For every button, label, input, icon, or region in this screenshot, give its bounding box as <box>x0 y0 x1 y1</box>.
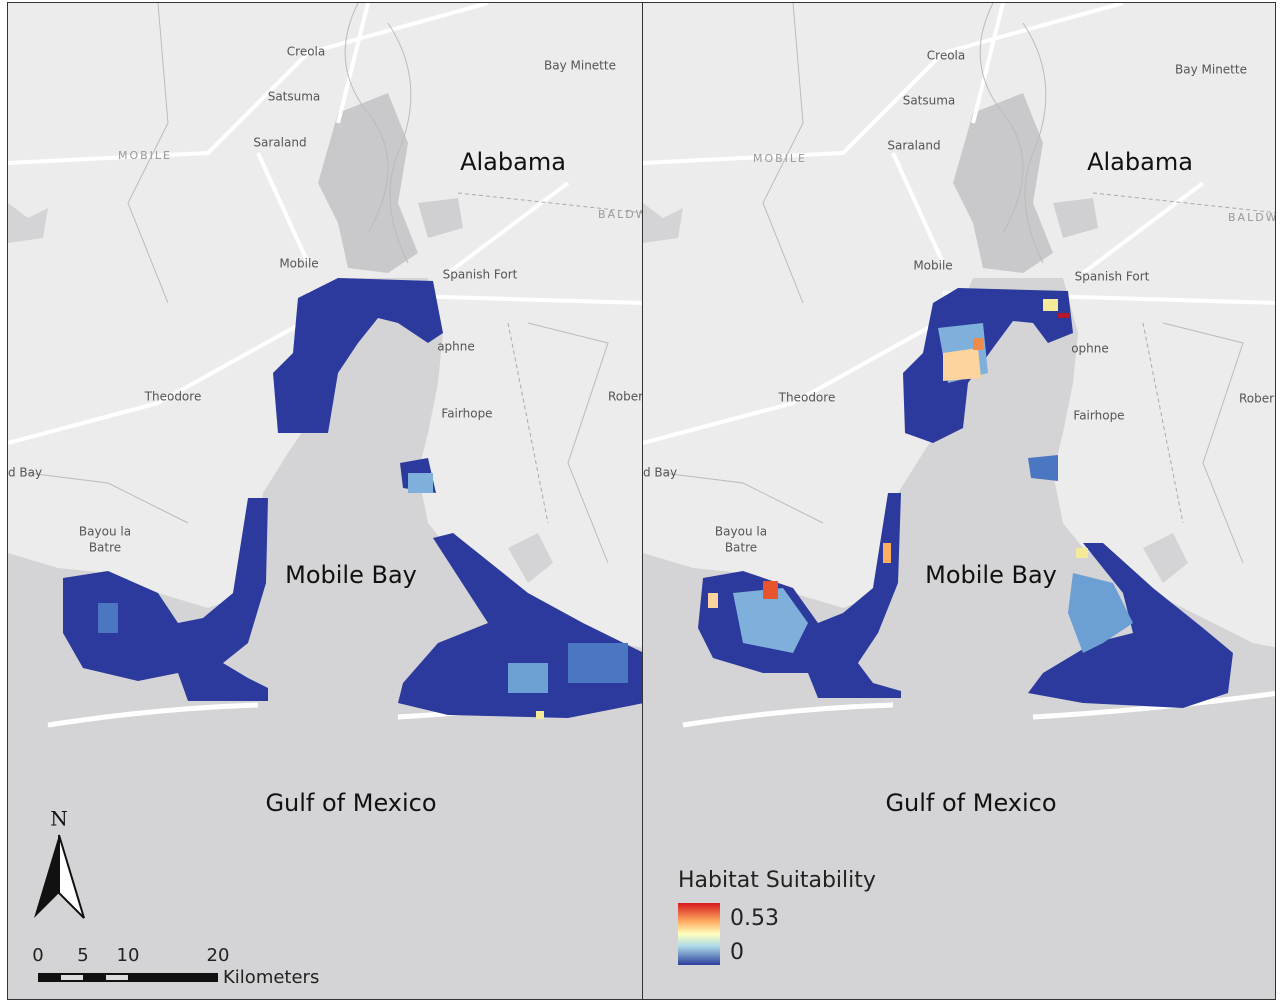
habitat-cell <box>408 473 433 493</box>
habitat-patch <box>943 348 981 381</box>
place-label: d Bay <box>643 466 677 480</box>
habitat-patch <box>698 493 901 698</box>
scale-bar <box>38 973 218 982</box>
scale-label: 0 <box>32 945 43 966</box>
habitat-cell <box>708 593 718 608</box>
place-label: Bayou la <box>715 525 767 539</box>
place-label: Fairhope <box>1073 409 1124 423</box>
north-arrow-half <box>58 834 85 919</box>
place-label: Satsuma <box>903 94 956 108</box>
place-label: Saraland <box>253 136 306 150</box>
place-label: Theodore <box>144 390 202 404</box>
habitat-highlights <box>98 473 628 719</box>
place-label: Fairhope <box>441 407 492 421</box>
scale-label: 10 <box>117 945 140 966</box>
place-label: Rober <box>608 390 643 404</box>
habitat-patch <box>273 278 443 433</box>
scale-label: 20 <box>207 945 230 966</box>
place-label: Theodore <box>778 391 836 405</box>
habitat-patch <box>903 288 1073 443</box>
state-label: Alabama <box>460 148 566 176</box>
county-label: MOBILE <box>753 152 807 165</box>
legend-min: 0 <box>730 940 744 965</box>
place-label: Saraland <box>887 139 940 153</box>
legend-gradient <box>678 903 720 965</box>
county-label: BALDW <box>598 208 643 221</box>
habitat-patch <box>733 588 808 653</box>
place-label: aphne <box>437 340 475 354</box>
north-label: N <box>50 807 68 831</box>
legend-max: 0.53 <box>730 906 779 931</box>
habitat-cell <box>1058 313 1070 318</box>
place-label: Spanish Fort <box>1075 270 1150 284</box>
habitat-cell <box>568 643 628 683</box>
place-label: Creola <box>927 49 965 63</box>
habitat-patch <box>1028 455 1058 481</box>
habitat-cell <box>1076 548 1088 558</box>
habitat-cell <box>763 581 778 599</box>
place-label: Batre <box>89 541 121 555</box>
place-label: Bayou la <box>79 525 131 539</box>
water-label: Gulf of Mexico <box>265 789 436 817</box>
scale-bar-segment <box>61 975 83 980</box>
water-label: Gulf of Mexico <box>885 789 1056 817</box>
habitat-cell <box>883 543 891 563</box>
habitat-patch <box>1028 543 1233 708</box>
habitat-cell <box>508 663 548 693</box>
place-label: Rober <box>1239 392 1274 406</box>
place-label: ophne <box>1071 342 1109 356</box>
habitat-patch <box>1068 573 1133 653</box>
place-label: Batre <box>725 541 757 555</box>
place-label: Satsuma <box>268 90 321 104</box>
habitat-cell <box>536 711 544 719</box>
place-label: Bay Minette <box>1175 63 1247 77</box>
place-label: Creola <box>287 45 325 59</box>
scale-label: 5 <box>77 945 88 966</box>
place-label: Bay Minette <box>544 59 616 73</box>
water-label: Mobile Bay <box>925 561 1057 589</box>
scale-unit: Kilometers <box>223 967 319 988</box>
habitat-patch <box>63 498 268 701</box>
left-map: Creola Satsuma Saraland MOBILE Alabama B… <box>7 2 643 1000</box>
place-label: Mobile <box>279 257 318 271</box>
legend-title: Habitat Suitability <box>678 868 876 893</box>
county-label: BALDW <box>1228 211 1276 224</box>
scale-bar-segment <box>106 975 128 980</box>
habitat-layer <box>698 288 1233 708</box>
habitat-cell <box>98 603 118 633</box>
state-label: Alabama <box>1087 148 1193 176</box>
place-label: d Bay <box>8 466 42 480</box>
county-label: MOBILE <box>118 149 172 162</box>
right-map: Creola Satsuma Saraland MOBILE Alabama B… <box>642 2 1276 1000</box>
habitat-cell <box>1043 299 1058 311</box>
water-label: Mobile Bay <box>285 561 417 589</box>
place-label: Mobile <box>913 259 952 273</box>
habitat-cell <box>973 338 983 350</box>
place-label: Spanish Fort <box>443 268 518 282</box>
